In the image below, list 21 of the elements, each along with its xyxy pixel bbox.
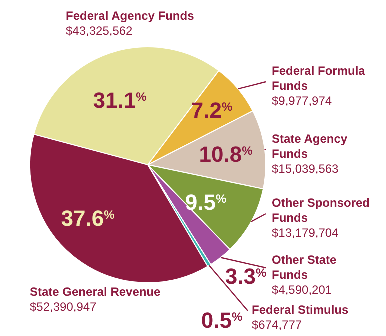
slice-label: Other State Funds — [272, 253, 338, 282]
text: 3.3$^{%}$ — [225, 264, 267, 289]
data-label: $13,179,704 — [272, 226, 340, 240]
slice-label: Federal Formula Funds — [272, 64, 366, 93]
slice-label: Federal Agency Funds — [66, 9, 195, 23]
data-label: $52,390,947 — [30, 300, 98, 314]
slice-label: Other Sponsored Funds — [272, 196, 370, 225]
data-label: $43,325,562 — [66, 24, 134, 38]
text: 31.1$^{%}$ — [93, 88, 147, 113]
slice-label: State Agency Funds — [272, 132, 348, 161]
text: 37.6$^{%}$ — [61, 206, 115, 231]
data-label: $15,039,563 — [272, 162, 340, 176]
text: 0.5$^{%}$ — [201, 308, 243, 333]
data-label: $674,777 — [252, 318, 302, 332]
text: 9.5$^{%}$ — [185, 190, 227, 215]
data-label: $4,590,201 — [272, 283, 332, 297]
text: 7.2$^{%}$ — [191, 98, 233, 123]
slice-label: State General Revenue — [30, 285, 162, 299]
slice-label: Federal Stimulus — [252, 303, 350, 317]
data-label: $9,977,974 — [272, 94, 332, 108]
text: 10.8$^{%}$ — [199, 142, 253, 167]
